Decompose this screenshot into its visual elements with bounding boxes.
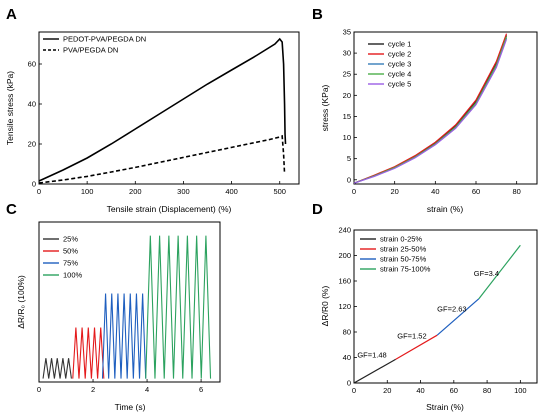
x-axis-label-b: strain (%) <box>427 204 464 214</box>
gauge-factor-annotation-2: GF=1.52 <box>397 331 426 340</box>
legend-label-d-1: strain 0-25% <box>380 235 422 244</box>
series-line-d-2 <box>395 334 438 360</box>
x-axis-label-d: Strain (%) <box>426 402 464 412</box>
y-tick-label-a: 60 <box>28 60 36 69</box>
x-tick-label-a: 100 <box>81 187 94 196</box>
plot-area-a: 0 100 200 300 400 500 0 20 40 60 PEDOT-PVA/PEGDA D… <box>28 35 287 196</box>
y-tick-label-b: 20 <box>343 91 351 100</box>
x-tick-label-d: 0 <box>352 386 356 395</box>
series-line-d-3 <box>436 298 480 336</box>
series-line-c-1 <box>42 358 72 379</box>
y-tick-label-d: 120 <box>338 302 351 311</box>
panel-label-c: C <box>6 201 17 218</box>
plot-area-c: 0 2 4 6 25% 50% 75% 100% <box>37 235 212 394</box>
legend-label-d-4: strain 75-100% <box>380 265 431 274</box>
x-axis-label-a: Tensile strain (Displacement) (%) <box>107 204 232 214</box>
series-line-a-2 <box>38 134 286 184</box>
legend-label-b-5: cycle 5 <box>388 80 411 89</box>
y-tick-label-b: 0 <box>347 175 351 184</box>
y-axis-label-b: stress (KPa) <box>320 84 330 131</box>
y-tick-label-a: 40 <box>28 100 36 109</box>
series-line-d-1 <box>353 358 396 384</box>
series-line-d-4 <box>478 244 521 300</box>
legend-label-d-2: strain 25-50% <box>380 245 427 254</box>
panel-label-d: D <box>312 201 323 218</box>
series-line-c-3 <box>101 293 147 379</box>
y-tick-label-d: 200 <box>338 251 351 260</box>
panel-label-b: B <box>312 6 323 23</box>
x-tick-label-a: 0 <box>37 187 41 196</box>
legend-label-c-4: 100% <box>63 271 83 280</box>
x-tick-label-b: 60 <box>472 187 480 196</box>
series-line-c-2 <box>72 327 105 379</box>
legend-label-a-2: PVA/PEGDA DN <box>63 46 118 55</box>
y-tick-label-a: 20 <box>28 140 36 149</box>
series-line-c-4 <box>145 235 212 379</box>
x-tick-label-d: 20 <box>383 386 391 395</box>
x-tick-label-a: 300 <box>177 187 190 196</box>
x-tick-label-c: 6 <box>199 385 203 394</box>
y-tick-label-b: 25 <box>343 70 351 79</box>
y-tick-label-d: 160 <box>338 277 351 286</box>
x-tick-label-b: 40 <box>431 187 439 196</box>
y-tick-label-b: 5 <box>347 154 351 163</box>
legend-label-b-1: cycle 1 <box>388 40 411 49</box>
series-line-a-1 <box>38 37 287 182</box>
x-tick-label-d: 80 <box>483 386 491 395</box>
legend-label-c-3: 75% <box>63 259 78 268</box>
x-tick-label-d: 40 <box>416 386 424 395</box>
plot-frame-c <box>38 221 221 383</box>
y-tick-label-a: 0 <box>32 180 36 189</box>
x-tick-label-b: 0 <box>352 187 356 196</box>
y-tick-label-b: 35 <box>343 28 351 37</box>
legend-label-b-3: cycle 3 <box>388 60 411 69</box>
y-tick-label-b: 15 <box>343 112 351 121</box>
panel-label-a: A <box>6 6 17 23</box>
y-axis-label-a: Tensile stress (kPa) <box>5 71 15 145</box>
x-tick-label-a: 500 <box>273 187 286 196</box>
x-tick-label-d: 100 <box>514 386 527 395</box>
plot-area-d: 0 20 40 60 80 100 0 40 80 120 160 200 240 strain 0-25… <box>338 226 526 396</box>
series-line-b-3 <box>353 37 508 184</box>
gauge-factor-annotation-4: GF=3.4 <box>474 269 499 278</box>
series-line-b-1 <box>353 35 508 184</box>
x-tick-label-c: 0 <box>37 385 41 394</box>
y-tick-label-d: 240 <box>338 226 351 235</box>
legend-label-d-3: strain 50-75% <box>380 255 427 264</box>
series-line-b-2 <box>353 33 508 184</box>
y-tick-label-d: 80 <box>343 328 351 337</box>
legend-label-b-2: cycle 2 <box>388 50 411 59</box>
legend-label-a-1: PEDOT-PVA/PEGDA DN <box>63 35 146 44</box>
x-tick-label-d: 60 <box>450 386 458 395</box>
x-tick-label-a: 400 <box>225 187 238 196</box>
gauge-factor-annotation-3: GF=2.63 <box>437 305 466 314</box>
legend-label-c-2: 50% <box>63 247 78 256</box>
x-axis-label-c: Time (s) <box>115 402 146 412</box>
plot-frame-a <box>38 31 300 185</box>
x-tick-label-c: 2 <box>91 385 95 394</box>
gauge-factor-annotation-1: GF=1.48 <box>357 351 386 360</box>
y-tick-label-b: 10 <box>343 133 351 142</box>
y-axis-label-d: ΔR/R0 (%) <box>320 286 330 327</box>
y-tick-label-b: 30 <box>343 49 351 58</box>
y-tick-label-d: 0 <box>347 379 351 388</box>
x-tick-label-c: 4 <box>145 385 149 394</box>
plot-frame-b <box>353 31 538 185</box>
x-tick-label-a: 200 <box>129 187 142 196</box>
series-line-b-5 <box>353 38 508 184</box>
x-tick-label-b: 20 <box>390 187 398 196</box>
x-tick-label-b: 80 <box>512 187 520 196</box>
legend-label-c-1: 25% <box>63 235 78 244</box>
y-tick-label-d: 40 <box>343 353 351 362</box>
y-axis-label-c: ΔR/R₀ (100%) <box>16 275 26 329</box>
legend-label-b-4: cycle 4 <box>388 70 411 79</box>
series-line-b-4 <box>353 36 508 184</box>
